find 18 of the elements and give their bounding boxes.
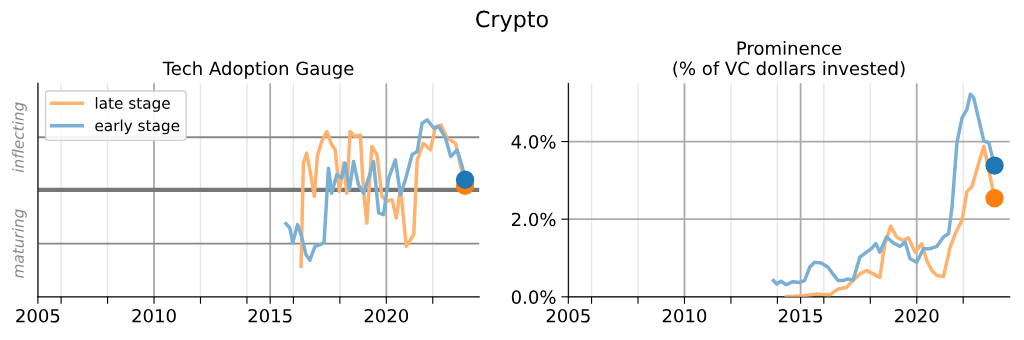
ref-line-label: inflecting — [12, 102, 27, 173]
text: Crypto — [476, 10, 548, 32]
x-tick-label: 2010 — [662, 308, 707, 323]
legend-label: late stage — [95, 97, 170, 112]
x-tick-label: 2015 — [778, 308, 822, 323]
x-tick-label: 2005 — [546, 308, 590, 323]
x-tick-label: 2020 — [895, 308, 939, 323]
ref-line-label: maturing — [12, 209, 27, 278]
legend-label: early stage — [95, 119, 180, 135]
x-tick-label: 2010 — [132, 308, 176, 323]
y-tick-label: 2.0% — [511, 212, 556, 227]
chart-title: Tech Adoption Gauge — [162, 61, 354, 79]
chart-title: Prominence (% of VC dollars invested) — [673, 41, 905, 78]
y-tick-label: 0.0% — [511, 290, 556, 304]
x-tick-label: 2005 — [16, 308, 60, 323]
x-tick-label: 2015 — [248, 308, 292, 323]
y-tick-label: 4.0% — [511, 134, 556, 149]
x-tick-label: 2020 — [364, 308, 409, 323]
